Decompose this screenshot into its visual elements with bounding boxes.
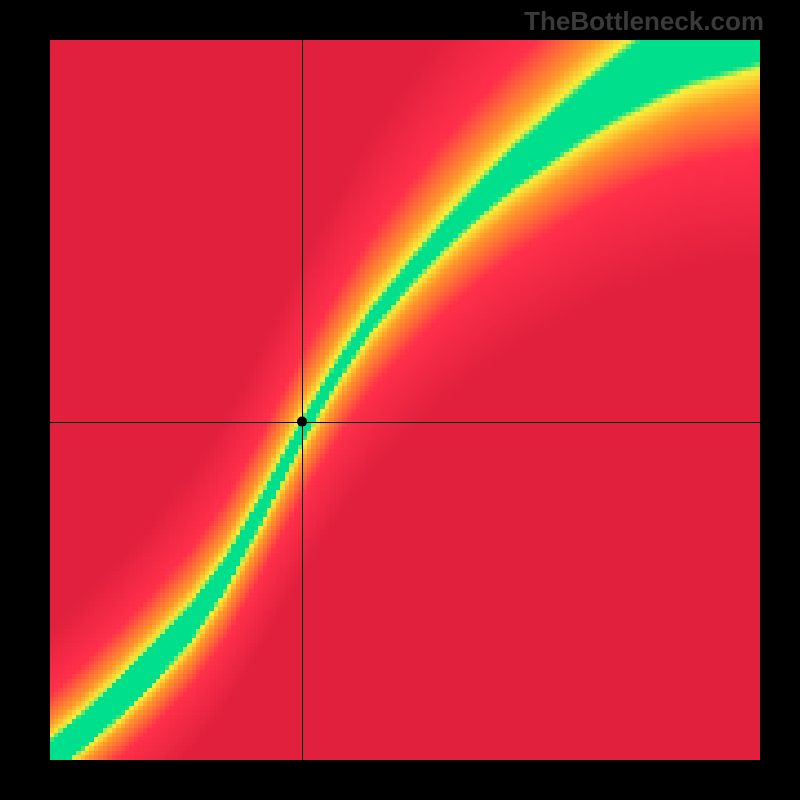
bottleneck-heatmap (50, 40, 760, 760)
watermark-text: TheBottleneck.com (524, 6, 764, 37)
